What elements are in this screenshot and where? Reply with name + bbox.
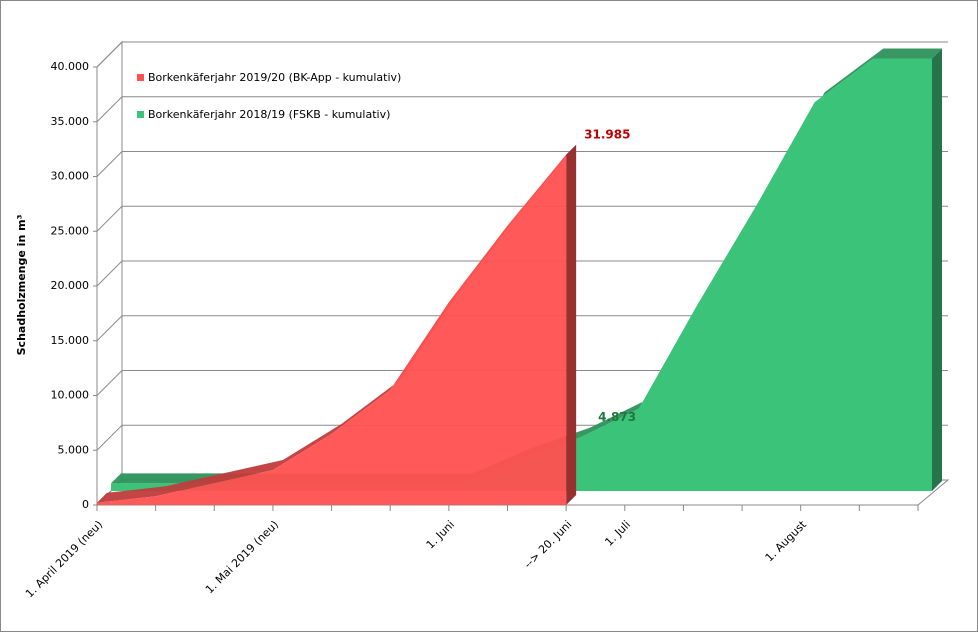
legend-label: Borkenkäferjahr 2018/19 (FSKB - kumulati… [148, 108, 390, 121]
legend-swatch [137, 111, 144, 118]
y-tick-label: 40.000 [51, 60, 90, 73]
y-tick-label: 30.000 [51, 170, 90, 183]
grid-line [96, 315, 948, 342]
y-tick-label: 0 [82, 498, 89, 511]
grid-line [96, 205, 948, 232]
data-label: 4.873 [598, 410, 636, 424]
legend-label: Borkenkäferjahr 2019/20 (BK-App - kumula… [148, 71, 401, 84]
grid-line [96, 151, 948, 177]
y-tick-label: 10.000 [51, 389, 90, 402]
area-side [566, 144, 577, 505]
area [111, 58, 932, 491]
y-tick-label: 5.000 [58, 443, 90, 456]
y-tick-label: 15.000 [51, 334, 90, 347]
y-tick-label: 20.000 [51, 279, 90, 292]
area-side [932, 48, 942, 491]
grid-line [96, 41, 948, 68]
grid-line [96, 96, 948, 123]
y-axis-title: Schadholzmenge in m³ [15, 214, 28, 355]
grid-line [96, 260, 948, 287]
area [97, 154, 567, 505]
legend-swatch [137, 74, 144, 81]
data-label: 31.985 [584, 127, 630, 141]
y-tick-label: 25.000 [51, 224, 90, 237]
y-tick-label: 35.000 [51, 115, 90, 128]
